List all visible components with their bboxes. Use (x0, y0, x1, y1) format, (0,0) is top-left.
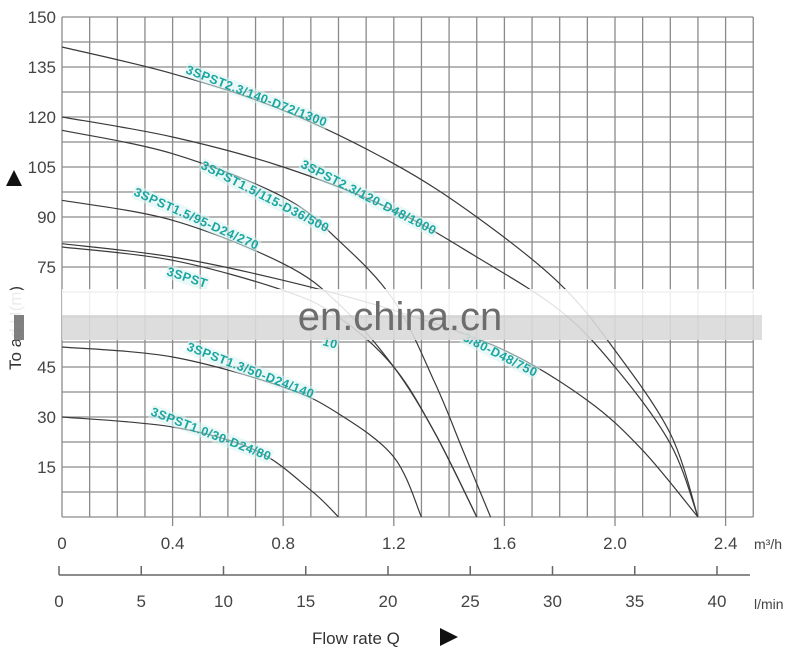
x-tick-label-secondary: 30 (543, 592, 562, 611)
curve-3 (61, 243, 699, 518)
x-axis-secondary: 0 5 10 15 20 25 30 35 40 (54, 566, 750, 611)
x-tick-label-primary: 2.4 (714, 534, 738, 553)
y-tick-label: 120 (28, 108, 56, 127)
x-tick-label-secondary: 35 (625, 592, 644, 611)
x-tick-label-primary: 0 (57, 534, 66, 553)
x-tick-label-primary: 1.6 (493, 534, 517, 553)
x-tick-label-primary: 2.0 (603, 534, 627, 553)
x-tick-label-primary: 1.2 (382, 534, 406, 553)
watermark-text: en.china.cn (298, 295, 503, 339)
x-tick-label-secondary: 40 (708, 592, 727, 611)
curve-label: 3SPST1.5/95-D24/270 (130, 184, 262, 254)
x-tick-label-secondary: 15 (296, 592, 315, 611)
y-tick-label: 75 (37, 258, 56, 277)
x-tick-label-primary: 0.4 (161, 534, 185, 553)
y-tick-label: 45 (37, 358, 56, 377)
curve-label: 3SPST2.3/140-D72/1300 (182, 62, 331, 130)
svg-text:3SPST: 3SPST (165, 265, 209, 291)
curve-labels: 3SPST2.3/140-D72/13003SPST2.3/120-D48/10… (130, 62, 541, 464)
y-axis-title: To ad H(m) (6, 170, 36, 370)
watermark-band: en.china.cn (62, 289, 762, 340)
y-tick-label: 150 (28, 8, 56, 27)
x-axis-arrow-icon (440, 628, 458, 646)
x-tick-label-secondary: 0 (54, 592, 63, 611)
x-unit-primary: m³/h (754, 536, 782, 552)
svg-text:3SPST1.0/30-D24/80: 3SPST1.0/30-D24/80 (149, 405, 273, 464)
x-tick-label-secondary: 10 (214, 592, 233, 611)
y-tick-label: 15 (37, 458, 56, 477)
curve-4 (61, 129, 492, 518)
x-axis-primary: 0 0.4 0.8 1.2 1.6 2.0 2.4 (57, 517, 737, 553)
y-tick-label: 105 (28, 158, 56, 177)
x-axis-title: Flow rate Q (312, 628, 458, 648)
curve-5 (61, 199, 478, 518)
y-tick-label: 30 (37, 408, 56, 427)
x-tick-label-primary: 0.8 (271, 534, 295, 553)
x-tick-label-secondary: 25 (461, 592, 480, 611)
x-tick-label-secondary: 20 (379, 592, 398, 611)
y-axis: 15 30 45 75 90 105 120 135 150 (28, 8, 56, 477)
y-axis-arrow-icon (6, 170, 22, 186)
curve-2 (61, 116, 699, 518)
chart-grid (61, 16, 754, 518)
curve-label: 3SPST (164, 264, 211, 292)
y-tick-label: 90 (37, 208, 56, 227)
x-unit-secondary: l/min (754, 596, 784, 612)
y-tick-label: 135 (28, 58, 56, 77)
x-axis-title-text: Flow rate Q (312, 629, 400, 648)
svg-text:3SPST2.3/140-D72/1300: 3SPST2.3/140-D72/1300 (184, 63, 329, 130)
x-tick-label-secondary: 5 (137, 592, 146, 611)
